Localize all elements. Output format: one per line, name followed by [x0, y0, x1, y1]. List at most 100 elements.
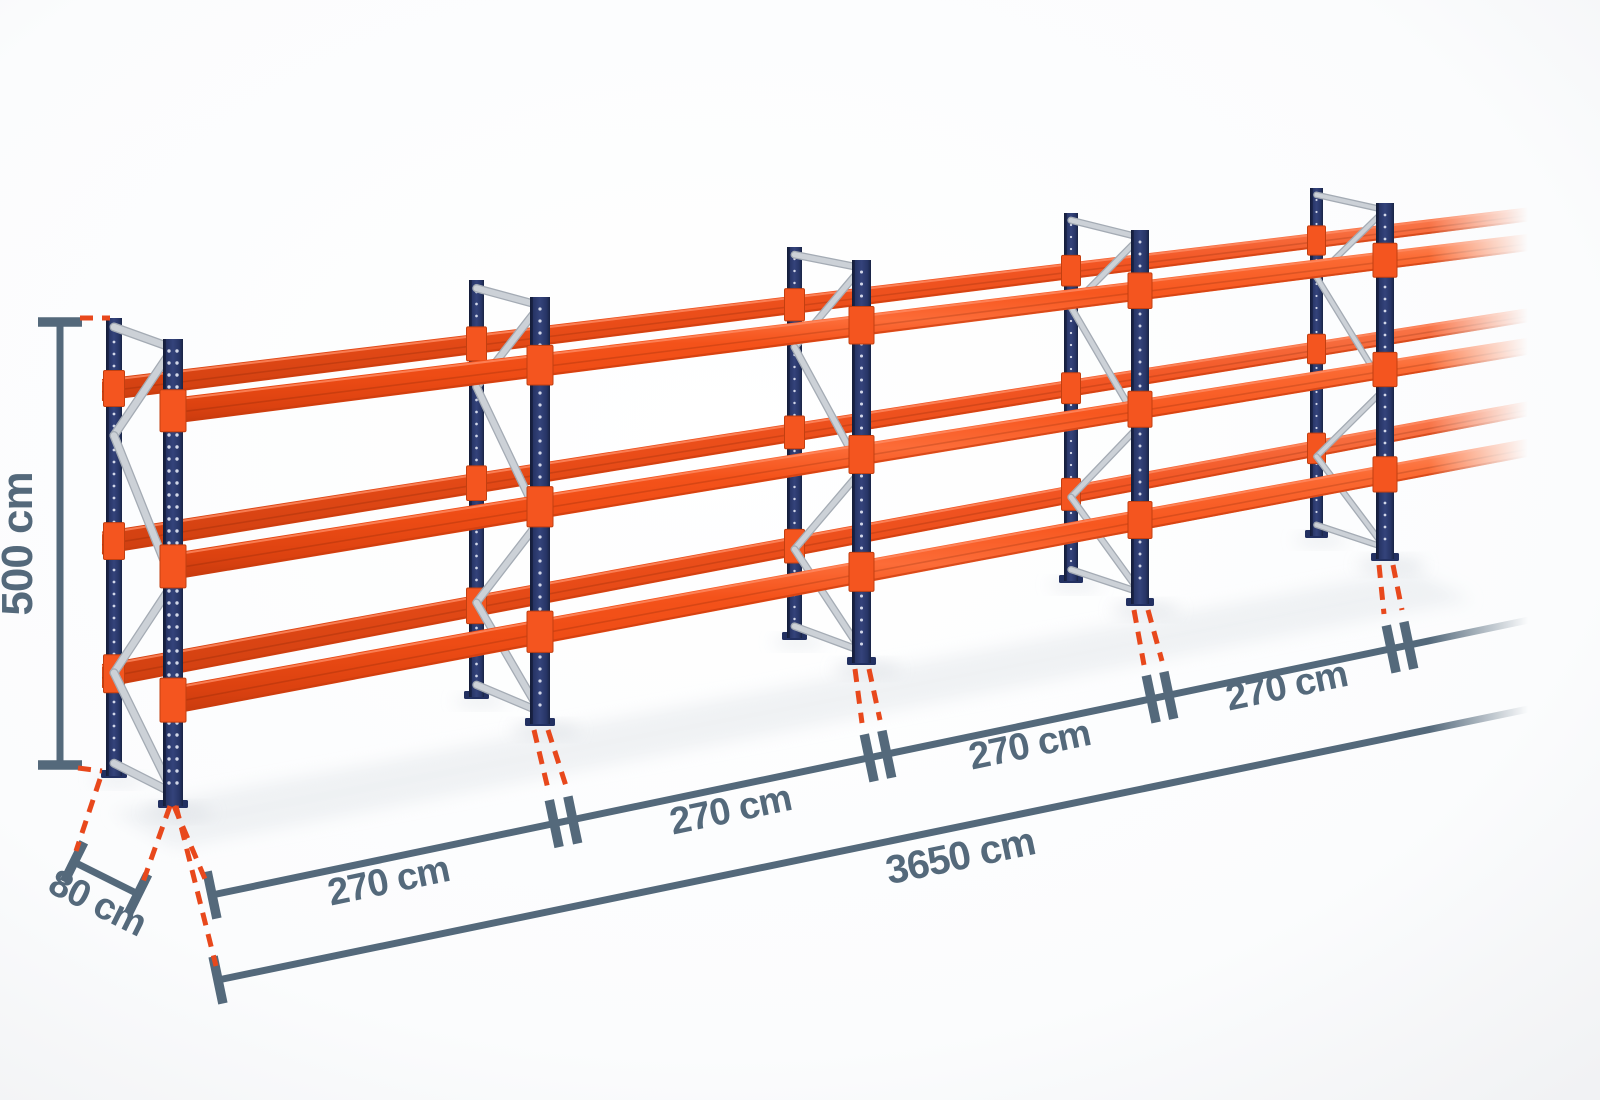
hole-dot [175, 661, 179, 665]
hole-dot [793, 617, 796, 621]
hole-dot [538, 583, 542, 587]
hole-dot [793, 389, 796, 393]
brace [791, 252, 865, 271]
hole-dot [175, 613, 179, 617]
leader-dash-line [545, 729, 569, 787]
dimension-tick [202, 870, 222, 920]
leader-dash-line [1131, 609, 1147, 666]
hole-dot [1383, 525, 1387, 529]
hole-dot [112, 484, 116, 488]
hole-dot [112, 604, 116, 608]
hole-dot [1383, 345, 1387, 349]
leader-dash-line [73, 778, 103, 852]
hole-dot [112, 412, 116, 416]
hole-dot [167, 757, 171, 761]
beam-connector-front [1127, 390, 1153, 428]
hole-dot [1138, 432, 1142, 436]
hole-dot [475, 578, 478, 582]
beam-connector-rear [103, 370, 125, 407]
hole-dot [167, 769, 171, 773]
brace [1314, 454, 1387, 550]
hole-dot [1383, 405, 1387, 409]
hole-dot [538, 427, 542, 431]
hole-dot [475, 410, 478, 414]
hole-dot [475, 626, 478, 630]
hole-dot [175, 601, 179, 605]
hole-dot [175, 745, 179, 749]
beam-connector-front [159, 677, 187, 723]
hole-dot [1069, 247, 1073, 251]
hole-dot [538, 439, 542, 443]
hole-dot [793, 569, 796, 573]
beam-connector-rear [1307, 333, 1326, 365]
hole-dot [175, 505, 179, 509]
hole-dot [1315, 198, 1318, 202]
hole-dot [859, 402, 864, 406]
hole-dot [167, 733, 171, 737]
hole-dot [1315, 390, 1318, 394]
beam [102, 305, 1548, 555]
dimension-tick [1399, 620, 1419, 670]
hole-dot [112, 736, 116, 740]
hole-dot [1138, 264, 1142, 268]
hole-dot [1315, 366, 1318, 370]
hole-dot [1383, 297, 1387, 301]
dimension-tick [123, 872, 153, 916]
hole-dot [859, 378, 864, 382]
hole-dot [1069, 451, 1073, 455]
hole-dot [475, 662, 478, 666]
leader-dash-line [171, 805, 211, 887]
beam-connector-front [526, 610, 554, 653]
hole-dot [1383, 237, 1387, 241]
brace [791, 623, 865, 654]
hole-dot [167, 481, 171, 485]
hole-dot [475, 434, 478, 438]
hole-dot [175, 385, 179, 389]
hole-dot [1383, 225, 1387, 229]
hole-dot [859, 630, 864, 634]
hole-dot [167, 361, 171, 365]
beam-connector-front [848, 306, 875, 345]
hole-dot [1315, 402, 1318, 406]
hole-dot [793, 509, 796, 513]
hole-dot [167, 349, 171, 353]
hole-dot [1315, 294, 1318, 298]
hole-dot [475, 554, 478, 558]
brace [791, 546, 865, 654]
hole-dot [1138, 444, 1142, 448]
beam-connector-front [159, 544, 187, 589]
hole-dot [112, 748, 116, 752]
hole-dot [538, 559, 542, 563]
leader-dash-line [77, 765, 103, 774]
hole-dot [859, 618, 864, 622]
hole-dot [167, 541, 171, 545]
dimension-tick [859, 733, 879, 783]
hole-dot [538, 535, 542, 539]
hole-dot [167, 781, 171, 785]
beam-connector-front [1372, 351, 1398, 388]
hole-dot [175, 541, 179, 545]
hole-dot [167, 493, 171, 497]
hole-dot [175, 481, 179, 485]
hole-dot [1138, 324, 1142, 328]
leader-dash-line [173, 805, 219, 967]
hole-dot [167, 529, 171, 533]
hole-dot [175, 757, 179, 761]
hole-dot [1138, 360, 1142, 364]
hole-dot [175, 517, 179, 521]
hole-dot [793, 485, 796, 489]
hole-dot [475, 314, 478, 318]
hole-dot [793, 365, 796, 369]
hole-dot [859, 594, 864, 598]
hole-dot [859, 426, 864, 430]
dimension-marks [38, 315, 1419, 1005]
hole-dot [167, 445, 171, 449]
hole-dot [1383, 285, 1387, 289]
hole-dot [1383, 453, 1387, 457]
beam-connector-front [1372, 242, 1398, 278]
hole-dot [538, 319, 542, 323]
hole-dot [175, 673, 179, 677]
hole-dot [538, 391, 542, 395]
hole-dot [538, 571, 542, 575]
dimension-tick [563, 795, 583, 845]
